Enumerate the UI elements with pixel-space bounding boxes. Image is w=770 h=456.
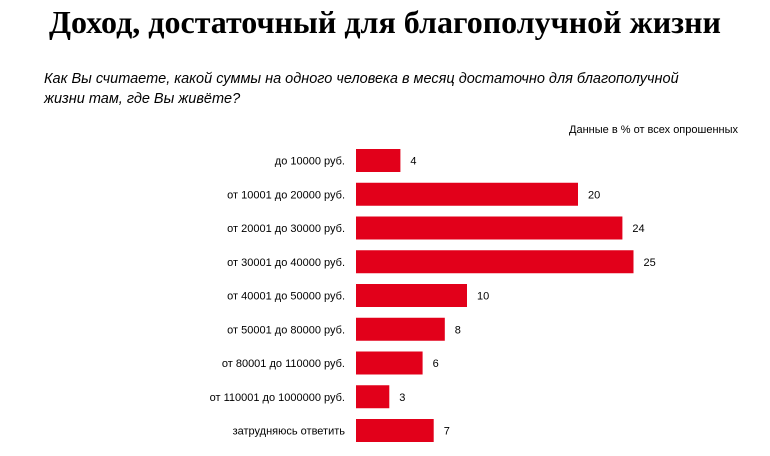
value-label: 7: [444, 426, 450, 438]
bar: [356, 385, 390, 409]
category-label: от 80001 до 110000 руб.: [222, 358, 345, 370]
bar: [356, 351, 423, 375]
value-label: 20: [588, 189, 600, 201]
category-label: затрудняюсь ответить: [233, 426, 346, 438]
bar: [356, 250, 634, 274]
category-label: от 110001 до 1000000 руб.: [210, 392, 345, 404]
bar: [356, 419, 434, 442]
value-label: 6: [433, 358, 439, 370]
category-label: от 10001 до 20000 руб.: [227, 189, 345, 201]
bar: [356, 284, 467, 307]
category-label: до 10000 руб.: [275, 156, 345, 168]
value-label: 25: [644, 257, 656, 269]
chart-subtitle: Как Вы считаете, какой суммы на одного ч…: [44, 71, 679, 107]
chart-title: Доход, достаточный для благополучной жиз…: [49, 4, 721, 40]
value-label: 24: [632, 223, 644, 235]
bar: [356, 149, 401, 172]
value-label: 8: [455, 324, 461, 336]
value-label: 3: [399, 392, 405, 404]
category-label: от 50001 до 80000 руб.: [227, 324, 345, 336]
units-note: Данные в % от всех опрошенных: [569, 124, 738, 136]
value-label: 4: [410, 156, 416, 168]
bar: [356, 216, 623, 240]
value-label: 10: [477, 291, 489, 303]
bar: [356, 182, 578, 206]
category-label: от 30001 до 40000 руб.: [227, 257, 345, 269]
category-label: от 20001 до 30000 руб.: [227, 223, 345, 235]
category-label: от 40001 до 50000 руб.: [227, 291, 345, 303]
bar: [356, 317, 445, 341]
